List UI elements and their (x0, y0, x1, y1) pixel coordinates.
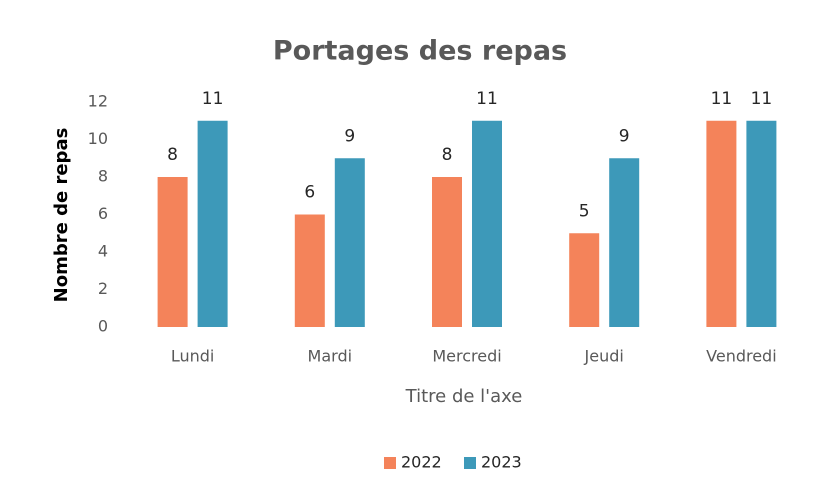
x-tick-label: Lundi (171, 347, 215, 366)
y-tick-label: 8 (98, 167, 108, 186)
bar (334, 158, 365, 327)
chart-title: Portages des repas (273, 36, 567, 67)
data-label: 11 (751, 89, 773, 109)
y-tick-label: 2 (98, 279, 108, 298)
legend-label: 2023 (481, 453, 522, 472)
data-label: 8 (442, 145, 453, 165)
y-tick-label: 0 (98, 317, 108, 336)
bar (472, 120, 502, 327)
legend-swatch (464, 457, 476, 469)
x-tick-label: Vendredi (706, 347, 777, 366)
data-label: 9 (344, 126, 355, 146)
legend-swatch (384, 457, 396, 469)
bar (746, 120, 777, 327)
y-tick-label: 6 (98, 204, 108, 223)
bar (706, 120, 737, 327)
bar (569, 233, 600, 327)
data-label: 8 (167, 145, 178, 165)
x-tick-label: Mercredi (432, 347, 501, 366)
y-tick-label: 4 (98, 242, 108, 261)
bar (294, 214, 325, 327)
bar (432, 177, 462, 327)
data-label: 11 (202, 89, 224, 109)
data-label: 11 (476, 89, 498, 109)
x-tick-label: Mardi (308, 347, 353, 366)
data-label: 5 (579, 201, 590, 221)
bar (609, 158, 640, 327)
x-axis-title: Titre de l'axe (405, 386, 523, 407)
bar (197, 120, 228, 327)
bar (157, 177, 188, 327)
data-label: 9 (619, 126, 630, 146)
y-axis-title: Nombre de repas (51, 128, 72, 303)
legend-label: 2022 (401, 453, 442, 472)
y-tick-label: 10 (88, 129, 108, 148)
data-label: 6 (304, 183, 315, 203)
x-tick-label: Jeudi (584, 347, 624, 366)
data-label: 11 (711, 89, 733, 109)
y-tick-label: 12 (88, 92, 108, 111)
